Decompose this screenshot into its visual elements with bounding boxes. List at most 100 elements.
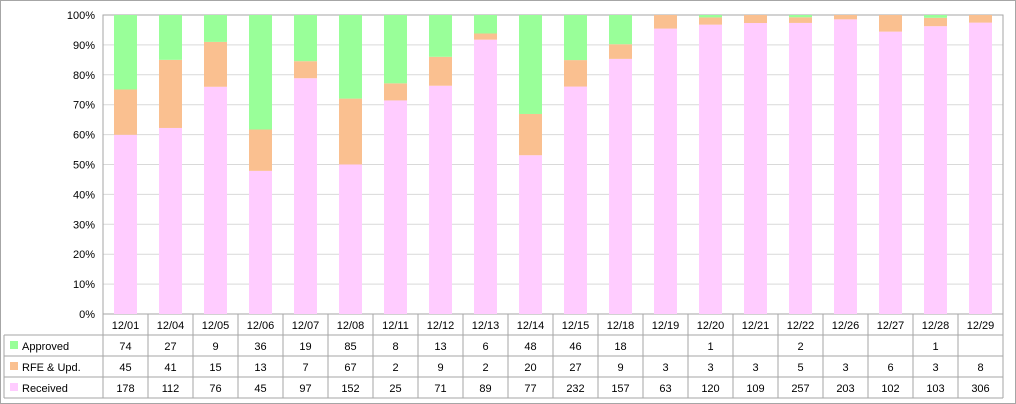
bar-segment	[699, 15, 722, 18]
bar-segment	[519, 15, 542, 114]
y-tick-label: 40%	[73, 189, 95, 201]
bar-segment	[294, 61, 317, 79]
x-tick-label: 12/28	[922, 320, 950, 332]
data-label: 67	[344, 362, 356, 374]
y-tick-label: 60%	[73, 130, 95, 142]
bar-segment	[519, 155, 542, 314]
bar-segment	[114, 89, 137, 135]
x-tick-label: 12/15	[562, 320, 590, 332]
x-tick-label: 12/08	[337, 320, 365, 332]
data-label: 27	[569, 362, 581, 374]
data-label: 18	[614, 341, 626, 353]
data-label: 6	[887, 362, 893, 374]
bar-segment	[249, 129, 272, 171]
bar-segment	[429, 15, 452, 57]
bar-segment	[924, 17, 947, 27]
bar-segment	[564, 86, 587, 314]
bar-segment	[609, 44, 632, 59]
x-tick-label: 12/04	[157, 320, 185, 332]
y-tick-label: 20%	[73, 249, 95, 261]
data-label: 2	[797, 341, 803, 353]
data-label: 8	[392, 341, 398, 353]
y-tick-label: 70%	[73, 100, 95, 112]
data-label: 13	[434, 341, 446, 353]
data-label: 7	[302, 362, 308, 374]
bar-segment	[879, 31, 902, 314]
data-label: 46	[569, 341, 581, 353]
bar-segment	[789, 15, 812, 18]
y-tick-label: 30%	[73, 219, 95, 231]
y-tick-label: 100%	[67, 10, 95, 22]
bar-segment	[159, 59, 182, 128]
bar-segment	[789, 17, 812, 23]
data-label: 3	[662, 362, 668, 374]
bar-segment	[969, 15, 992, 23]
data-label: 3	[842, 362, 848, 374]
data-label: 257	[791, 383, 809, 395]
bar-segment	[699, 24, 722, 314]
x-tick-label: 12/06	[247, 320, 275, 332]
data-label: 112	[162, 383, 180, 395]
bar-segment	[969, 22, 992, 315]
data-label: 76	[209, 383, 221, 395]
data-label: 9	[617, 362, 623, 374]
bar-segment	[564, 60, 587, 87]
bar-segment	[834, 15, 857, 20]
data-label: 5	[797, 362, 803, 374]
data-label: 48	[524, 341, 536, 353]
legend-label: Approved	[22, 341, 69, 353]
x-tick-label: 12/29	[967, 320, 995, 332]
bar-segment	[339, 98, 362, 165]
legend-label: RFE & Upd.	[22, 362, 81, 374]
bar-segment	[474, 33, 497, 40]
y-tick-label: 50%	[73, 160, 95, 172]
data-label: 1	[932, 341, 938, 353]
x-tick-label: 12/12	[427, 320, 455, 332]
data-label: 8	[977, 362, 983, 374]
data-label: 13	[254, 362, 266, 374]
data-label: 74	[119, 341, 131, 353]
bar-segment	[609, 58, 632, 314]
bar-segment	[609, 15, 632, 45]
bar-segment	[204, 15, 227, 42]
bar-segment	[204, 86, 227, 314]
bar-segment	[384, 15, 407, 84]
data-label: 9	[437, 362, 443, 374]
bar-segment	[654, 15, 677, 29]
bar-segment	[429, 85, 452, 314]
data-label: 36	[254, 341, 266, 353]
x-tick-label: 12/22	[787, 320, 815, 332]
bar-segment	[249, 170, 272, 314]
bar-segment	[519, 113, 542, 156]
data-label: 27	[164, 341, 176, 353]
data-label: 9	[212, 341, 218, 353]
y-tick-label: 90%	[73, 40, 95, 52]
data-label: 157	[611, 383, 629, 395]
bar-segment	[339, 164, 362, 314]
data-label: 306	[971, 383, 989, 395]
bar-segment	[249, 15, 272, 130]
bar-segment	[834, 19, 857, 314]
bar-segment	[294, 78, 317, 315]
bar-segment	[699, 17, 722, 25]
legend-swatch	[10, 383, 18, 391]
bar-segment	[789, 22, 812, 314]
data-label: 203	[836, 383, 854, 395]
x-tick-label: 12/19	[652, 320, 680, 332]
bar-segment	[204, 41, 227, 87]
bar-segment	[474, 39, 497, 315]
data-label: 97	[299, 383, 311, 395]
x-tick-label: 12/13	[472, 320, 500, 332]
x-tick-label: 12/26	[832, 320, 860, 332]
data-label: 120	[701, 383, 719, 395]
data-label: 77	[524, 383, 536, 395]
data-label: 45	[254, 383, 266, 395]
data-label: 25	[389, 383, 401, 395]
y-tick-label: 80%	[73, 70, 95, 82]
data-label: 102	[881, 383, 899, 395]
x-tick-label: 12/27	[877, 320, 905, 332]
data-label: 6	[482, 341, 488, 353]
data-label: 71	[434, 383, 446, 395]
bar-segment	[654, 28, 677, 314]
